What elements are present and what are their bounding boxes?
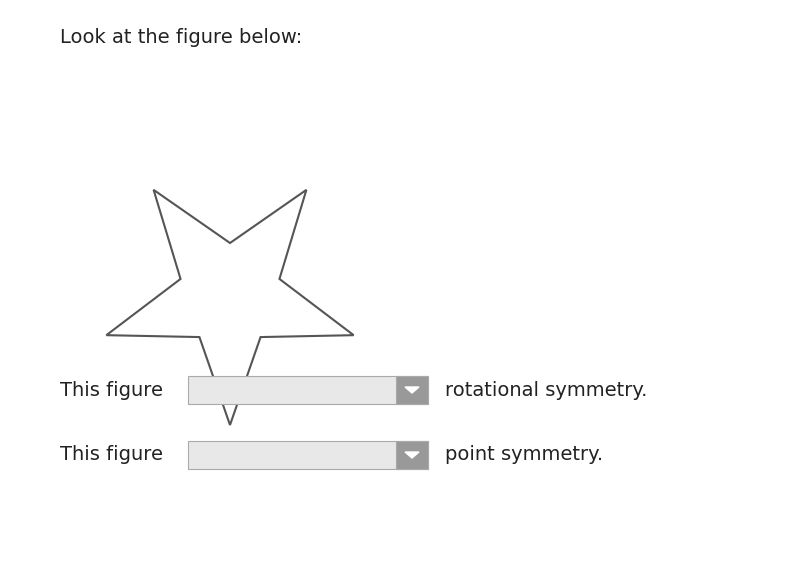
Text: point symmetry.: point symmetry. xyxy=(445,445,603,465)
Polygon shape xyxy=(405,387,419,393)
Polygon shape xyxy=(405,452,419,458)
Text: This figure: This figure xyxy=(60,445,163,465)
Text: This figure: This figure xyxy=(60,380,163,399)
Text: rotational symmetry.: rotational symmetry. xyxy=(445,380,647,399)
FancyBboxPatch shape xyxy=(188,376,428,404)
FancyBboxPatch shape xyxy=(396,376,428,404)
FancyBboxPatch shape xyxy=(396,441,428,469)
FancyBboxPatch shape xyxy=(188,441,428,469)
Text: Look at the figure below:: Look at the figure below: xyxy=(60,28,302,47)
